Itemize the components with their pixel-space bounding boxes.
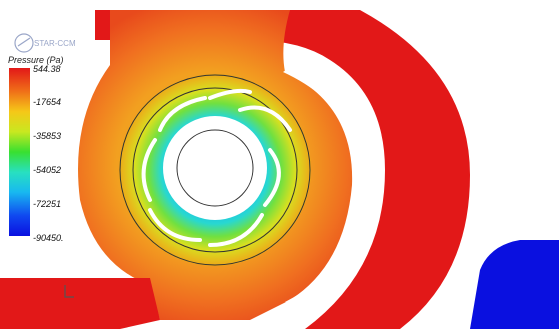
blade <box>263 148 281 207</box>
hub-white <box>163 116 267 220</box>
blade <box>141 138 157 202</box>
blade <box>208 88 252 100</box>
legend-tick: -90450. <box>33 233 64 243</box>
volute-outer-band <box>95 10 470 329</box>
legend-tick: -54052 <box>33 165 62 175</box>
low-pressure-region <box>470 240 559 329</box>
blade <box>208 213 264 247</box>
impeller-inner-ring <box>132 87 298 253</box>
star-ccm-logo: STAR-CCM <box>14 33 76 53</box>
legend-tick: -72251 <box>33 199 62 209</box>
blade <box>148 208 202 242</box>
legend-title: Pressure (Pa) <box>8 55 64 65</box>
logo-text: STAR-CCM <box>34 39 76 48</box>
blade <box>158 96 207 132</box>
legend-color-bar <box>9 68 30 236</box>
legend-tick: -17654 <box>33 97 62 107</box>
impeller-blades <box>141 88 292 247</box>
blade <box>238 105 292 132</box>
impeller-outer-ring <box>119 74 311 266</box>
legend-tick: -35853 <box>33 131 62 141</box>
volute-tongue-gap <box>283 64 375 306</box>
axis-triad-icon <box>64 285 74 298</box>
shaft-outline <box>176 129 254 207</box>
legend-tick: 544.38 <box>33 64 61 74</box>
outlet-region <box>0 278 160 329</box>
